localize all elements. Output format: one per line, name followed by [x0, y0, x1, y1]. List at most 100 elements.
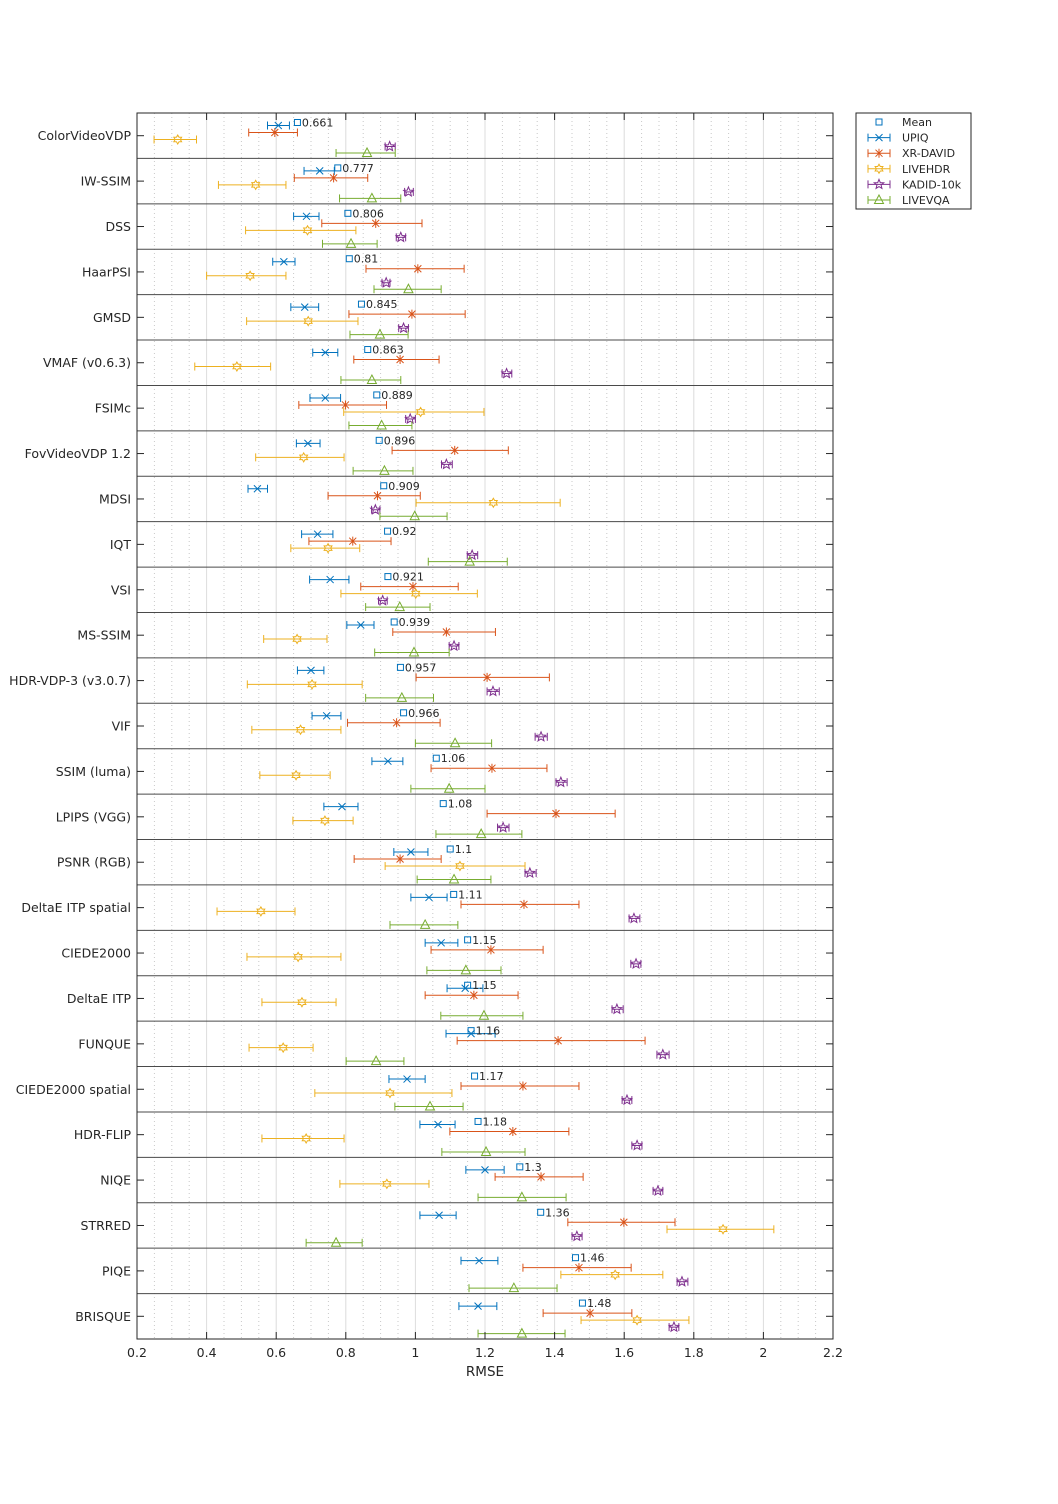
y-tick-label: VMAF (v0.6.3): [43, 355, 131, 370]
hexagram-marker-shape: [303, 315, 313, 327]
errorbar-xr-david: [293, 173, 369, 183]
point-marker: [301, 1132, 311, 1144]
errorbar-xr-david: [391, 445, 509, 455]
square-marker-shape: [464, 936, 472, 944]
point-marker: [415, 406, 426, 418]
point-marker: [610, 1002, 623, 1015]
point-marker: [250, 179, 261, 191]
errorbar-livehdr: [251, 724, 342, 736]
x-marker-stroke: [280, 257, 288, 266]
metric-row: 0.661 ColorVideoVDP: [38, 117, 833, 157]
point-marker: [570, 1229, 583, 1242]
grid: [136, 113, 834, 1339]
point-marker: [374, 328, 386, 339]
errorbar-kadid-10k: [369, 503, 382, 515]
y-tick-label: DeltaE ITP: [67, 991, 132, 1006]
point-marker: [326, 575, 334, 584]
legend-box: [855, 112, 972, 210]
point-marker: [516, 1191, 528, 1202]
point-marker: [437, 938, 446, 947]
asterisk-marker-stroke: [450, 445, 459, 455]
errorbar-upiq: [296, 666, 325, 675]
legend-marker-icon: [872, 178, 886, 190]
y-tick-label: HDR-FLIP: [74, 1127, 132, 1142]
asterisk-marker-stroke: [392, 718, 401, 728]
x-tick-label: 0.6: [266, 1345, 286, 1360]
errorbar-livehdr: [153, 134, 198, 145]
x-marker-stroke: [407, 848, 415, 856]
mean-marker: [384, 573, 392, 581]
point-marker: [516, 1327, 528, 1338]
hexagram-marker-shape: [250, 179, 261, 191]
x-marker-stroke: [435, 1211, 443, 1220]
asterisk-marker-stroke: [396, 355, 404, 365]
metric-row: 1.15 DeltaE ITP: [67, 979, 833, 1020]
point-marker: [718, 1223, 728, 1235]
legend-marker-icon: [875, 133, 883, 142]
x-marker-stroke: [356, 621, 365, 629]
triangle-marker-shape: [475, 828, 487, 839]
point-marker: [270, 128, 279, 137]
mean-value-label: 1.1: [455, 843, 473, 856]
square-marker-shape: [450, 890, 458, 898]
mean-value-label: 1.11: [458, 888, 483, 901]
point-marker: [385, 1087, 395, 1099]
hexagram-marker-shape: [455, 860, 465, 872]
square-marker-shape: [357, 300, 365, 308]
point-marker: [523, 866, 536, 879]
y-tick-label: DeltaE ITP spatial: [21, 900, 131, 915]
mean-marker: [464, 981, 472, 989]
mean-marker: [446, 845, 454, 853]
triangle-marker-shape: [409, 510, 421, 521]
x-marker-stroke: [300, 303, 309, 311]
triangle-marker-shape: [448, 873, 460, 884]
errorbar-upiq: [424, 938, 459, 947]
x-marker-stroke: [321, 394, 330, 402]
pentagram-marker-shape: [380, 276, 393, 288]
legend-item: [867, 133, 891, 142]
pentagram-marker-shape: [534, 730, 548, 742]
square-marker-shape: [537, 1208, 545, 1216]
errorbar-livevqa: [352, 464, 414, 475]
metric-row: 1.1 PSNR (RGB): [57, 843, 833, 884]
square-marker-shape: [516, 1163, 524, 1171]
errorbar-upiq: [295, 439, 321, 448]
x-marker-stroke: [475, 1256, 483, 1265]
errorbar-xr-david: [567, 1217, 676, 1227]
x-marker-stroke: [307, 666, 315, 675]
mean-value-label: 1.15: [472, 979, 497, 992]
square-marker-shape: [432, 754, 440, 762]
point-marker: [435, 1211, 443, 1220]
mean-marker: [578, 1299, 586, 1307]
metric-row: 1.3 NIQE: [100, 1161, 833, 1202]
asterisk-marker-stroke: [537, 1172, 545, 1182]
x-marker-stroke: [315, 167, 324, 175]
x-tick-label: 1.2: [475, 1345, 495, 1360]
errorbar-kadid-10k: [620, 1093, 634, 1106]
errorbar-xr-david: [353, 854, 442, 864]
point-marker: [610, 1269, 620, 1281]
errorbar-xr-david: [347, 718, 441, 728]
pentagram-marker-shape: [397, 321, 410, 334]
errorbar-upiq: [309, 393, 342, 402]
triangle-marker-shape: [374, 328, 386, 339]
mean-marker: [571, 1254, 579, 1262]
errorbar-xr-david: [486, 809, 616, 819]
x-marker-stroke: [434, 1120, 442, 1129]
legend: Mean UPIQ XR-DAVID LIVEHDR KADID-10k LIVEVQA: [855, 112, 972, 210]
metric-row: 1.08 LPIPS (VGG): [56, 798, 833, 839]
errorbar-livevqa: [410, 782, 486, 793]
errorbar-xr-david: [415, 672, 550, 682]
square-marker-shape: [578, 1299, 586, 1307]
errorbar-upiq: [393, 848, 429, 857]
point-marker: [478, 1009, 490, 1020]
errorbar-kadid-10k: [383, 140, 396, 152]
errorbar-kadid-10k: [497, 821, 510, 833]
point-marker: [425, 893, 433, 902]
mean-marker: [474, 1117, 482, 1125]
point-marker: [300, 303, 309, 311]
errorbar-xr-david: [460, 899, 580, 909]
asterisk-marker-stroke: [875, 148, 883, 158]
point-marker: [397, 321, 410, 334]
errorbar-xr-david: [308, 536, 392, 546]
